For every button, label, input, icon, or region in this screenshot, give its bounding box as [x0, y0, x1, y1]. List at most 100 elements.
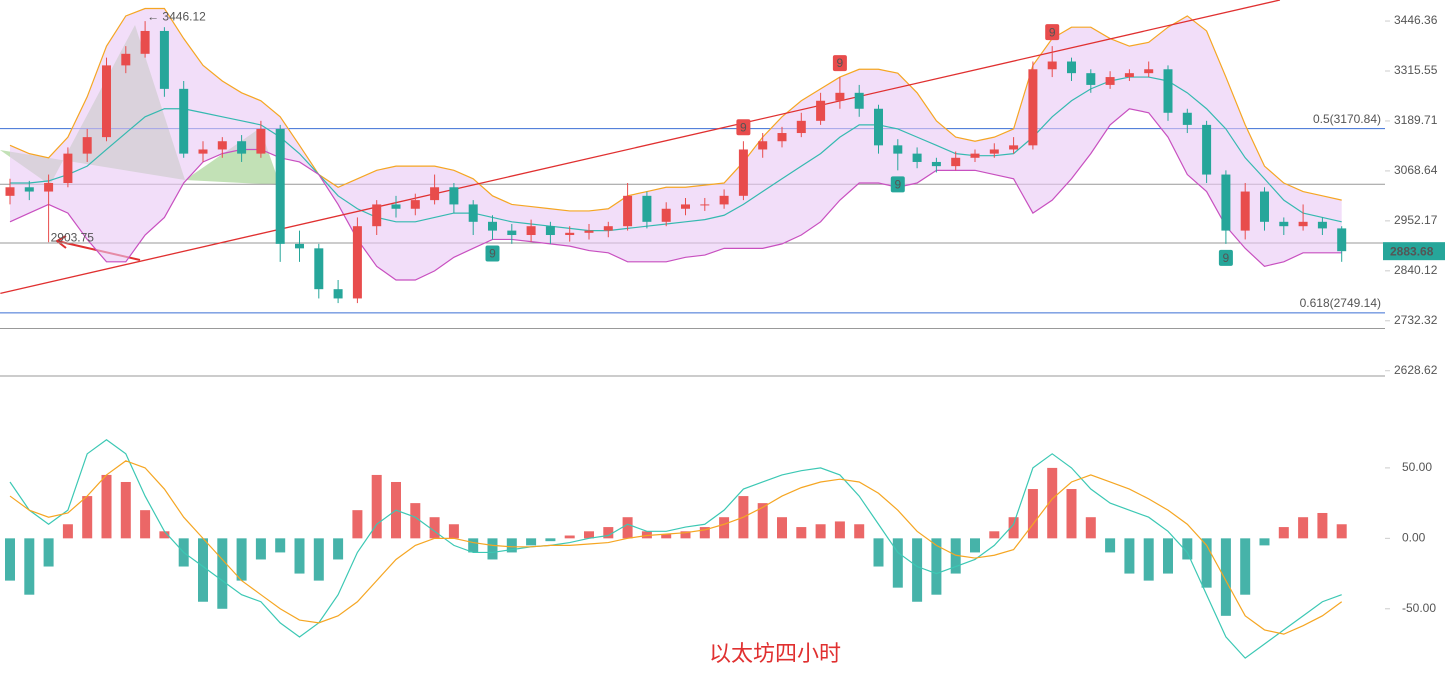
macd-bar [1336, 524, 1347, 539]
candle-body [719, 195, 729, 205]
macd-bar [719, 517, 730, 539]
macd-bar [43, 538, 54, 567]
td-label: 9 [894, 178, 901, 192]
candle-body [623, 195, 633, 227]
macd-bar [526, 538, 537, 546]
td-badge [485, 245, 500, 262]
candle-body [295, 243, 304, 249]
y-tick-label: 2952.17 [1394, 213, 1438, 227]
last-price: 2883.68 [1390, 244, 1434, 258]
y-tick-label: -50.00 [1402, 601, 1436, 615]
candle-body [391, 204, 401, 209]
macd-bar [5, 538, 15, 581]
candle-body [1105, 77, 1115, 85]
candle-body [1317, 221, 1327, 229]
candle-body [159, 30, 169, 89]
macd-bar [217, 538, 228, 609]
candle-body [1124, 73, 1134, 78]
band-middle [10, 76, 1342, 232]
macd-bar [989, 531, 1000, 539]
macd-bar [101, 474, 112, 539]
candle-body [1298, 221, 1308, 227]
macd-bar [1278, 527, 1289, 539]
macd-bar [950, 538, 961, 574]
candle-body [545, 226, 555, 236]
candle-body [603, 226, 613, 231]
candle-body [777, 133, 787, 142]
candle-body [488, 221, 497, 231]
macd-bar [313, 538, 324, 581]
candle-body [352, 226, 362, 299]
macd-bar [873, 538, 884, 567]
macd-pane [5, 438, 1347, 659]
macd-bar [796, 527, 807, 539]
candle-body [217, 141, 227, 150]
y-tick-label: 50.00 [1402, 460, 1432, 474]
macd-bar [1201, 538, 1212, 588]
arrow-head [55, 235, 67, 249]
candle-body [642, 195, 652, 222]
candle-body [835, 92, 845, 101]
candle-body [1202, 124, 1212, 175]
y-tick-label: 2840.12 [1394, 263, 1438, 277]
candle-body [1240, 191, 1250, 231]
macd-bar [1047, 467, 1058, 539]
candle-body [314, 248, 324, 290]
macd-bar [603, 527, 614, 539]
candle-body [816, 100, 826, 121]
annotation: 2903.75 [51, 230, 95, 244]
candle-body [796, 120, 806, 134]
candle-body [1221, 174, 1231, 231]
macd-bar [429, 517, 440, 539]
macd-bar [680, 531, 691, 539]
candle-body [912, 153, 922, 162]
macd-bar [854, 524, 865, 539]
chart-title: 以太坊四小时 [709, 642, 841, 667]
macd-bar [1085, 517, 1096, 539]
macd-bar [777, 517, 787, 539]
candle-body [63, 153, 73, 184]
macd-bar [198, 538, 208, 602]
macd-bar [352, 510, 363, 539]
y-tick-label: 3189.71 [1394, 113, 1438, 127]
candle-body [468, 204, 478, 222]
y-tick-label: 2732.32 [1394, 313, 1438, 327]
candle-body [82, 137, 92, 154]
macd-bar [892, 538, 903, 588]
macd-bar [333, 538, 344, 560]
candle-body [121, 53, 131, 66]
candle-body [951, 157, 961, 167]
y-tick-label: 0.00 [1402, 531, 1426, 545]
candle-body [1279, 221, 1289, 227]
macd-bar [294, 538, 305, 574]
candle-body [700, 204, 710, 206]
candle-body [931, 161, 941, 167]
td-badge [832, 55, 847, 72]
macd-bar [487, 538, 498, 560]
td-label: 9 [1049, 25, 1056, 39]
td-label: 9 [1223, 251, 1230, 265]
candle-body [1009, 145, 1019, 150]
macd-bar [62, 524, 73, 539]
y-tick-label: 3315.55 [1394, 63, 1438, 77]
macd-bar [410, 503, 421, 539]
annotation: ← 3446.12 [147, 9, 206, 23]
macd-bar [24, 538, 35, 595]
macd-dif [9, 438, 1342, 659]
candle-body [372, 204, 382, 227]
macd-bar [661, 534, 672, 539]
candle-body [970, 153, 980, 158]
candle-body [989, 149, 999, 154]
macd-bar [140, 510, 151, 539]
candle-body [102, 65, 111, 138]
macd-bar [834, 521, 845, 539]
candle-body [565, 232, 575, 236]
fib-label: 0.618(2749.14) [1300, 296, 1381, 310]
y-tick-label: 3068.64 [1394, 163, 1438, 177]
td-label: 9 [489, 247, 496, 261]
candle-body [275, 128, 285, 244]
candle-body [333, 289, 343, 299]
candle-body [584, 230, 594, 233]
macd-bar [757, 503, 768, 539]
